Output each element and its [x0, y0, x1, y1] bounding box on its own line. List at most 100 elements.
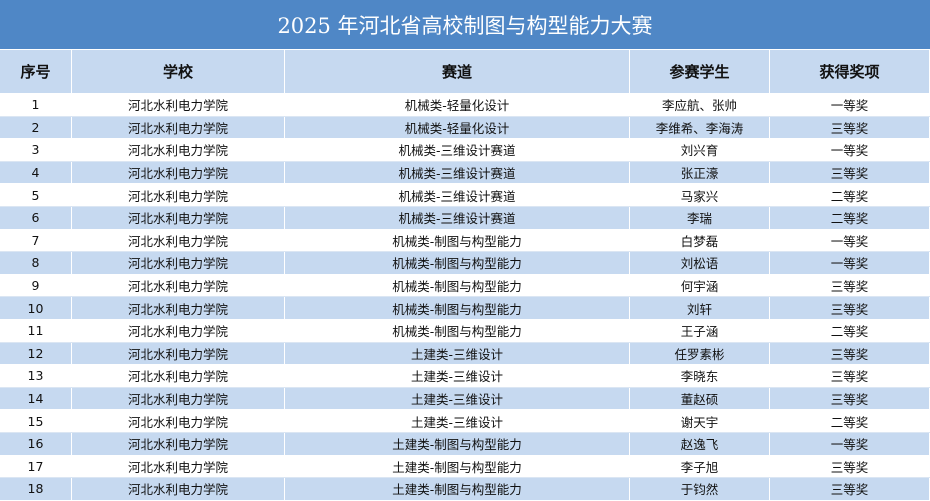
table-cell: 河北水利电力学院 [72, 297, 285, 319]
table-cell: 11 [0, 319, 72, 342]
table-cell: 李应航、张帅 [630, 94, 770, 116]
header-row: 序号 学校 赛道 参赛学生 获得奖项 [0, 50, 930, 94]
table-cell: 河北水利电力学院 [72, 94, 285, 116]
table-cell: 17 [0, 455, 72, 478]
table-cell: 7 [0, 229, 72, 252]
table-cell: 土建类-三维设计 [285, 410, 630, 432]
table-cell: 土建类-三维设计 [285, 387, 630, 410]
table-row: 6 河北水利电力学院 机械类-三维设计赛道 李瑞 二等奖 [0, 206, 930, 230]
table-cell: 河北水利电力学院 [72, 387, 285, 410]
table-cell: 三等奖 [770, 297, 930, 319]
table-cell: 土建类-制图与构型能力 [285, 432, 630, 455]
table-cell: 机械类-三维设计赛道 [285, 139, 630, 161]
table-cell: 土建类-三维设计 [285, 342, 630, 365]
table-cell: 一等奖 [770, 432, 930, 455]
table-cell: 河北水利电力学院 [72, 478, 285, 500]
table-cell: 于钧然 [630, 478, 770, 500]
table-row: 14 河北水利电力学院 土建类-三维设计 董赵硕 三等奖 [0, 387, 930, 411]
table-row: 5 河北水利电力学院 机械类-三维设计赛道 马家兴 二等奖 [0, 184, 930, 207]
table-cell: 三等奖 [770, 387, 930, 410]
table-cell: 河北水利电力学院 [72, 229, 285, 252]
table-cell: 三等奖 [770, 478, 930, 500]
table-cell: 18 [0, 478, 72, 500]
table-cell: 机械类-制图与构型能力 [285, 274, 630, 297]
table-cell: 三等奖 [770, 274, 930, 297]
table-row: 17 河北水利电力学院 土建类-制图与构型能力 李子旭 三等奖 [0, 455, 930, 479]
table-cell: 马家兴 [630, 184, 770, 206]
table-cell: 李瑞 [630, 206, 770, 229]
table-cell: 机械类-轻量化设计 [285, 116, 630, 139]
table-row: 3 河北水利电力学院 机械类-三维设计赛道 刘兴育 一等奖 [0, 139, 930, 162]
table-cell: 机械类-制图与构型能力 [285, 229, 630, 252]
table-cell: 张正濠 [630, 161, 770, 184]
table-cell: 三等奖 [770, 455, 930, 478]
table-cell: 河北水利电力学院 [72, 116, 285, 139]
table-cell: 河北水利电力学院 [72, 410, 285, 432]
table-cell: 刘兴育 [630, 139, 770, 161]
table-cell: 一等奖 [770, 139, 930, 161]
table-cell: 河北水利电力学院 [72, 139, 285, 161]
table-cell: 机械类-制图与构型能力 [285, 297, 630, 319]
table-cell: 12 [0, 342, 72, 365]
table-cell: 16 [0, 432, 72, 455]
table-row: 11 河北水利电力学院 机械类-制图与构型能力 王子涵 二等奖 [0, 319, 930, 343]
table-cell: 一等奖 [770, 252, 930, 274]
table-cell: 二等奖 [770, 319, 930, 342]
table-row: 1 河北水利电力学院 机械类-轻量化设计 李应航、张帅 一等奖 [0, 94, 930, 117]
table-cell: 三等奖 [770, 342, 930, 365]
table-cell: 河北水利电力学院 [72, 274, 285, 297]
table-row: 15 河北水利电力学院 土建类-三维设计 谢天宇 二等奖 [0, 410, 930, 433]
table-title: 2025 年河北省高校制图与构型能力大赛 [0, 0, 930, 50]
table-cell: 2 [0, 116, 72, 139]
table-cell: 赵逸飞 [630, 432, 770, 455]
table-cell: 机械类-三维设计赛道 [285, 184, 630, 206]
header-cell: 赛道 [285, 50, 630, 93]
table-cell: 董赵硕 [630, 387, 770, 410]
table-cell: 李维希、李海涛 [630, 116, 770, 139]
table-cell: 8 [0, 252, 72, 274]
table-cell: 刘轩 [630, 297, 770, 319]
table-cell: 三等奖 [770, 365, 930, 387]
table-cell: 河北水利电力学院 [72, 455, 285, 478]
table-cell: 河北水利电力学院 [72, 206, 285, 229]
table-row: 12 河北水利电力学院 土建类-三维设计 任罗素彬 三等奖 [0, 342, 930, 366]
header-cell: 参赛学生 [630, 50, 770, 93]
table-cell: 谢天宇 [630, 410, 770, 432]
table-cell: 白梦磊 [630, 229, 770, 252]
table-cell: 三等奖 [770, 161, 930, 184]
table-cell: 机械类-三维设计赛道 [285, 206, 630, 229]
table-cell: 9 [0, 274, 72, 297]
table-cell: 河北水利电力学院 [72, 161, 285, 184]
table-cell: 二等奖 [770, 206, 930, 229]
table-cell: 李晓东 [630, 365, 770, 387]
table-cell: 河北水利电力学院 [72, 342, 285, 365]
table-cell: 王子涵 [630, 319, 770, 342]
table-cell: 机械类-三维设计赛道 [285, 161, 630, 184]
table-cell: 机械类-制图与构型能力 [285, 319, 630, 342]
table-cell: 6 [0, 206, 72, 229]
table-cell: 一等奖 [770, 229, 930, 252]
table-cell: 任罗素彬 [630, 342, 770, 365]
table-cell: 河北水利电力学院 [72, 252, 285, 274]
table-cell: 机械类-轻量化设计 [285, 94, 630, 116]
table-cell: 二等奖 [770, 184, 930, 206]
table-row: 16 河北水利电力学院 土建类-制图与构型能力 赵逸飞 一等奖 [0, 432, 930, 456]
header-cell: 学校 [72, 50, 285, 93]
table-cell: 15 [0, 410, 72, 432]
table-cell: 刘松语 [630, 252, 770, 274]
table-cell: 4 [0, 161, 72, 184]
table-cell: 土建类-三维设计 [285, 365, 630, 387]
table-cell: 5 [0, 184, 72, 206]
table-cell: 机械类-制图与构型能力 [285, 252, 630, 274]
table-cell: 三等奖 [770, 116, 930, 139]
table: 序号 学校 赛道 参赛学生 获得奖项 1 河北水利电力学院 机械类-轻量化设计 李应航、张帅 一等… [0, 50, 930, 501]
table-row: 4 河北水利电力学院 机械类-三维设计赛道 张正濠 三等奖 [0, 161, 930, 185]
table-row: 13 河北水利电力学院 土建类-三维设计 李晓东 三等奖 [0, 365, 930, 388]
table-row: 18 河北水利电力学院 土建类-制图与构型能力 于钧然 三等奖 [0, 478, 930, 501]
table-cell: 3 [0, 139, 72, 161]
table-cell: 河北水利电力学院 [72, 365, 285, 387]
table-row: 2 河北水利电力学院 机械类-轻量化设计 李维希、李海涛 三等奖 [0, 116, 930, 140]
table-cell: 土建类-制图与构型能力 [285, 478, 630, 500]
table-row: 8 河北水利电力学院 机械类-制图与构型能力 刘松语 一等奖 [0, 252, 930, 275]
